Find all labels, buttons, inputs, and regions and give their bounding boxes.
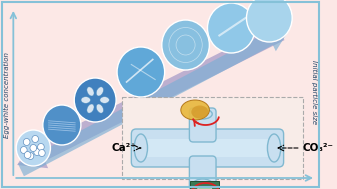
Circle shape: [246, 0, 292, 42]
Ellipse shape: [96, 87, 103, 96]
FancyBboxPatch shape: [189, 156, 216, 189]
Ellipse shape: [87, 87, 94, 96]
Circle shape: [27, 153, 34, 160]
Circle shape: [23, 139, 30, 146]
Circle shape: [38, 143, 44, 150]
FancyBboxPatch shape: [189, 108, 216, 142]
Text: Egg-white concentration: Egg-white concentration: [4, 52, 10, 138]
Text: Initial particle size: Initial particle size: [311, 60, 317, 124]
Text: CO₃²⁻: CO₃²⁻: [303, 143, 334, 153]
Circle shape: [38, 149, 45, 156]
FancyBboxPatch shape: [122, 97, 303, 179]
Ellipse shape: [87, 104, 94, 113]
FancyBboxPatch shape: [131, 129, 284, 167]
Circle shape: [24, 152, 31, 159]
Circle shape: [74, 78, 116, 122]
Circle shape: [30, 145, 37, 152]
Circle shape: [43, 105, 81, 145]
Circle shape: [34, 149, 40, 156]
Ellipse shape: [268, 134, 281, 162]
Ellipse shape: [96, 104, 103, 113]
Ellipse shape: [134, 134, 148, 162]
Circle shape: [162, 20, 209, 70]
Ellipse shape: [193, 109, 212, 119]
FancyBboxPatch shape: [142, 139, 273, 157]
Ellipse shape: [197, 187, 212, 189]
Ellipse shape: [191, 105, 208, 119]
Circle shape: [32, 136, 38, 143]
Polygon shape: [17, 24, 284, 168]
Circle shape: [117, 47, 165, 97]
Text: Ca²⁺: Ca²⁺: [111, 143, 136, 153]
Circle shape: [21, 146, 27, 153]
Ellipse shape: [81, 97, 90, 103]
Circle shape: [16, 130, 51, 166]
Ellipse shape: [193, 179, 212, 189]
Polygon shape: [18, 26, 290, 176]
FancyBboxPatch shape: [190, 181, 219, 189]
Ellipse shape: [100, 97, 109, 103]
Ellipse shape: [181, 100, 209, 120]
Circle shape: [208, 3, 255, 53]
